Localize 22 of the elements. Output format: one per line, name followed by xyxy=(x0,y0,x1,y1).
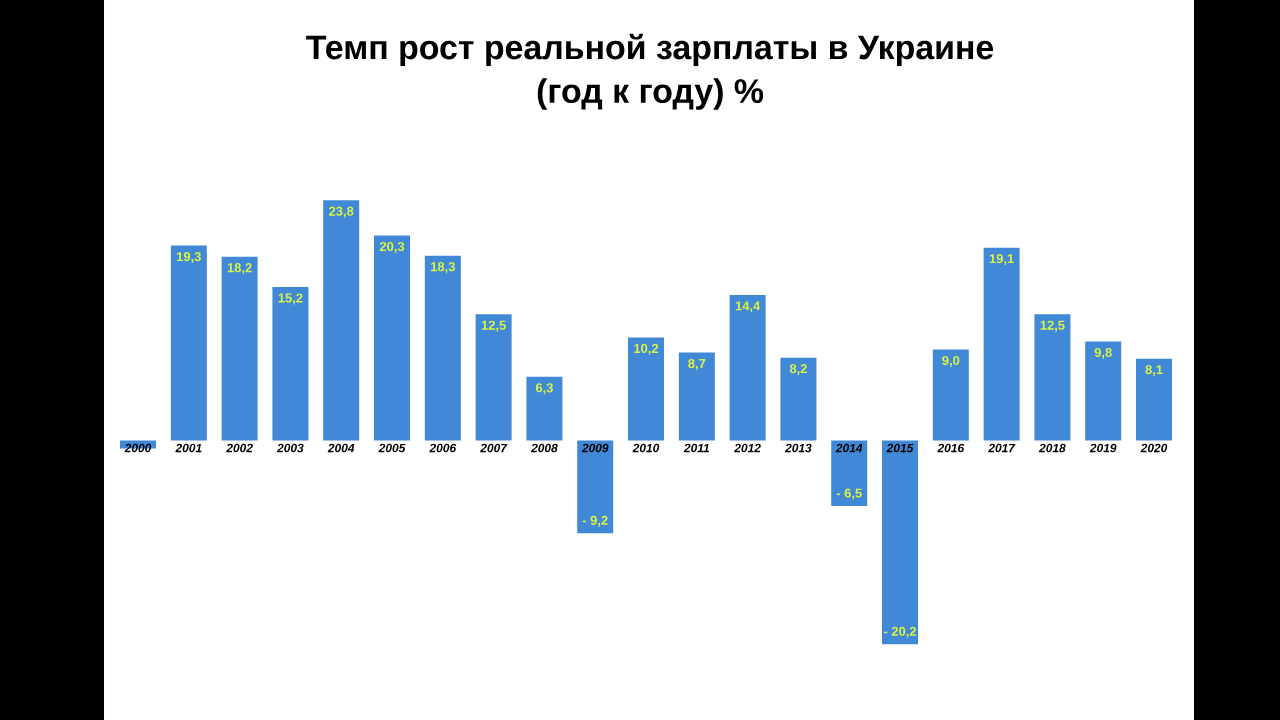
bar xyxy=(424,255,461,441)
bar xyxy=(272,286,309,441)
bar xyxy=(729,295,766,441)
chart-subtitle: (год к году) % xyxy=(537,78,764,110)
bar xyxy=(1136,358,1173,441)
bar xyxy=(1034,314,1071,441)
bar xyxy=(577,440,614,534)
bar xyxy=(932,349,969,441)
bar xyxy=(374,235,411,441)
bar xyxy=(323,200,360,441)
bar xyxy=(983,247,1020,441)
bar xyxy=(882,440,919,645)
bar xyxy=(475,314,512,441)
bar xyxy=(780,357,817,441)
chart-title: Темп рост реальной зарплаты в Украине xyxy=(306,33,994,67)
bar xyxy=(678,352,715,441)
bar xyxy=(170,245,207,441)
bar xyxy=(1085,341,1122,441)
bar xyxy=(628,337,665,441)
bar xyxy=(831,440,868,506)
bar xyxy=(526,376,563,441)
bar xyxy=(221,256,258,441)
